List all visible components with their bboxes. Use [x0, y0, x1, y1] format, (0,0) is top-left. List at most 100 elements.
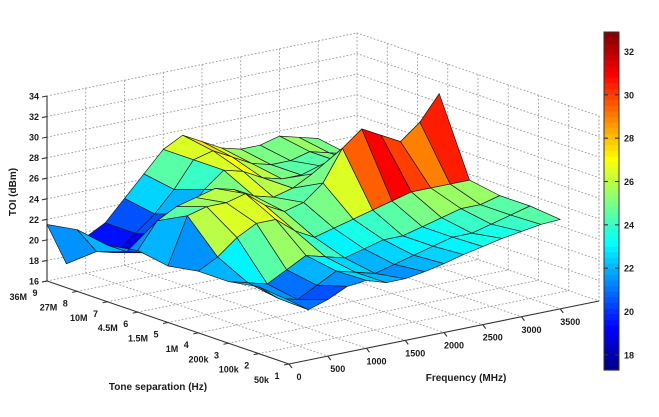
colorbar-slice — [604, 60, 619, 67]
colorbar-slice — [604, 246, 619, 253]
colorbar-slice — [604, 37, 619, 44]
z-tick-label: 32 — [29, 112, 39, 122]
colorbar-slice — [604, 251, 619, 258]
colorbar-slice — [604, 302, 619, 309]
colorbar-slice — [604, 291, 619, 298]
colorbar-slice — [604, 285, 619, 292]
colorbar-slice — [604, 358, 619, 365]
colorbar-slice — [604, 330, 619, 337]
colorbar-slice — [604, 155, 619, 163]
colorbar-slice — [604, 127, 619, 134]
y-tick-label: 1 — [274, 371, 279, 381]
tone-separation-label: 100k — [219, 365, 240, 375]
colorbar-slice — [604, 48, 619, 56]
colorbar-slice — [604, 223, 619, 230]
colorbar-slice — [604, 167, 619, 174]
colorbar-slice — [604, 212, 619, 219]
colorbar-slice — [604, 217, 619, 225]
z-tick-label: 30 — [29, 133, 39, 143]
colorbar-slice — [604, 93, 619, 101]
colorbar-slice — [604, 234, 619, 242]
colorbar-tick-label: 28 — [624, 134, 634, 144]
colorbar-slice — [604, 353, 619, 360]
z-axis-title: TOI (dBm) — [8, 168, 19, 216]
colorbar-tick-label: 24 — [624, 220, 634, 230]
x-axis-title: Frequency (MHz) — [426, 373, 507, 384]
colorbar: 18 20 22 24 26 28 30 32 — [603, 31, 634, 371]
colorbar-slice — [604, 274, 619, 281]
z-tick-label: 22 — [29, 215, 39, 225]
colorbar-slice — [604, 229, 619, 236]
y-axis-title: Tone separation (Hz) — [109, 382, 207, 393]
y-tick-label: 2 — [244, 361, 249, 371]
colorbar-slice — [604, 257, 619, 264]
colorbar-tick-label: 26 — [624, 177, 634, 187]
colorbar-tick-label: 30 — [624, 90, 634, 100]
colorbar-slice — [604, 308, 619, 315]
z-tick-label: 24 — [29, 194, 39, 204]
surface-quad — [46, 224, 97, 265]
z-tick-label: 34 — [29, 92, 39, 102]
colorbar-slice — [604, 144, 619, 151]
colorbar-slice — [604, 99, 619, 106]
z-tick-label: 20 — [29, 235, 39, 245]
colorbar-border — [603, 31, 620, 371]
tone-separation-label: 27M — [40, 302, 58, 312]
tone-separation-label: 36M — [9, 292, 27, 302]
colorbar-slice — [604, 105, 619, 112]
colorbar-slice — [604, 262, 619, 270]
colorbar-slice — [604, 172, 619, 180]
colorbar-slice — [604, 65, 619, 73]
colorbar-slice — [604, 88, 619, 95]
colorbar-slice — [604, 122, 619, 129]
x-tick-label: 500 — [330, 364, 345, 374]
colorbar-slice — [604, 139, 619, 146]
colorbar-tick-label: 20 — [624, 307, 634, 317]
colorbar-slice — [604, 201, 619, 208]
x-tick-label: 1500 — [405, 348, 425, 358]
colorbar-slice — [604, 319, 619, 326]
z-tick-label: 18 — [29, 256, 39, 266]
colorbar-slice — [604, 150, 619, 157]
colorbar-slice — [604, 43, 619, 50]
x-tick-label: 3500 — [560, 317, 580, 327]
colorbar-slice — [604, 296, 619, 303]
x-tick-label: 3000 — [521, 325, 541, 335]
colorbar-slice — [604, 364, 619, 371]
y-tick-label: 3 — [214, 350, 219, 360]
x-tick-label: 2500 — [483, 333, 503, 343]
y-tick-label: 9 — [32, 288, 37, 298]
y-tick-label: 7 — [93, 309, 98, 319]
colorbar-slice — [604, 268, 619, 275]
y-tick-label: 5 — [153, 330, 158, 340]
colorbar-slice — [604, 195, 619, 202]
x-tick-label: 2000 — [444, 341, 464, 351]
z-tick-label: 28 — [29, 153, 39, 163]
colorbar-slice — [604, 161, 619, 168]
colorbar-slice — [604, 32, 619, 39]
back-wall-right — [356, 32, 600, 302]
y-tick-label: 8 — [63, 298, 68, 308]
x-tick-label: 0 — [296, 372, 301, 382]
colorbar-slice — [604, 133, 619, 140]
colorbar-slice — [604, 116, 619, 123]
colorbar-tick-label: 32 — [624, 47, 634, 57]
y-tick-label: 6 — [123, 319, 128, 329]
tick-labels: 1618202224262830323405001000150020002500… — [9, 92, 580, 386]
colorbar-slice — [604, 54, 619, 61]
surface-mesh — [46, 93, 561, 311]
colorbar-slice — [604, 336, 619, 343]
colorbar-tick-label: 18 — [624, 350, 634, 360]
x-tick-label: 1000 — [366, 356, 386, 366]
colorbar-slice — [604, 184, 619, 191]
tone-separation-label: 10M — [70, 313, 88, 323]
colorbar-slice — [604, 178, 619, 185]
tone-separation-label: 200k — [188, 354, 209, 364]
colorbar-slice — [604, 347, 619, 354]
y-tick-label: 4 — [184, 340, 189, 350]
colorbar-slice — [604, 324, 619, 332]
colorbar-slice — [604, 82, 619, 89]
colorbar-slice — [604, 71, 619, 78]
colorbar-slice — [604, 110, 619, 118]
colorbar-slice — [604, 189, 619, 196]
